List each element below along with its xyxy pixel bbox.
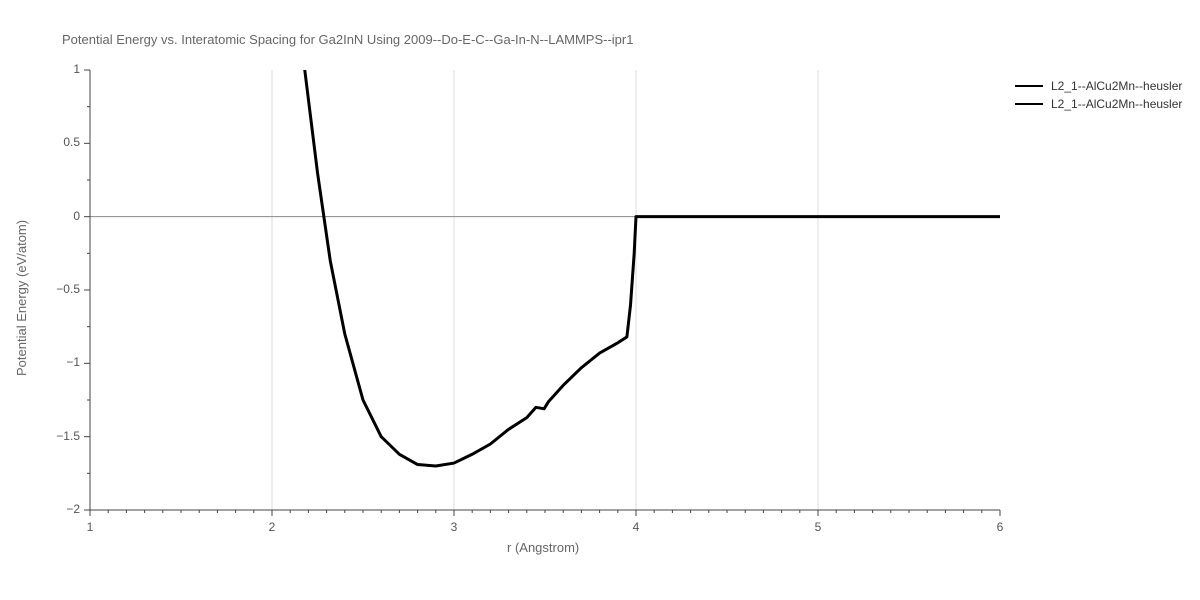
tick-label: −2 <box>40 502 80 516</box>
legend-item: L2_1--AlCu2Mn--heusler <box>1015 96 1182 112</box>
tick-label: 1 <box>40 62 80 76</box>
legend-swatch <box>1015 85 1043 87</box>
tick-label: 6 <box>980 520 1020 534</box>
tick-label: 0 <box>40 209 80 223</box>
tick-label: −1 <box>40 355 80 369</box>
legend-item: L2_1--AlCu2Mn--heusler <box>1015 78 1182 94</box>
tick-label: −0.5 <box>40 282 80 296</box>
legend-label: L2_1--AlCu2Mn--heusler <box>1051 97 1182 111</box>
legend-swatch <box>1015 103 1043 105</box>
tick-label: 3 <box>434 520 474 534</box>
series-line <box>305 70 1000 466</box>
tick-label: −1.5 <box>40 429 80 443</box>
tick-label: 4 <box>616 520 656 534</box>
legend: L2_1--AlCu2Mn--heusler L2_1--AlCu2Mn--heu… <box>1015 78 1182 114</box>
tick-label: 1 <box>70 520 110 534</box>
tick-label: 5 <box>798 520 838 534</box>
tick-label: 0.5 <box>40 135 80 149</box>
chart-container: Potential Energy vs. Interatomic Spacing… <box>0 0 1200 600</box>
tick-label: 2 <box>252 520 292 534</box>
legend-label: L2_1--AlCu2Mn--heusler <box>1051 79 1182 93</box>
